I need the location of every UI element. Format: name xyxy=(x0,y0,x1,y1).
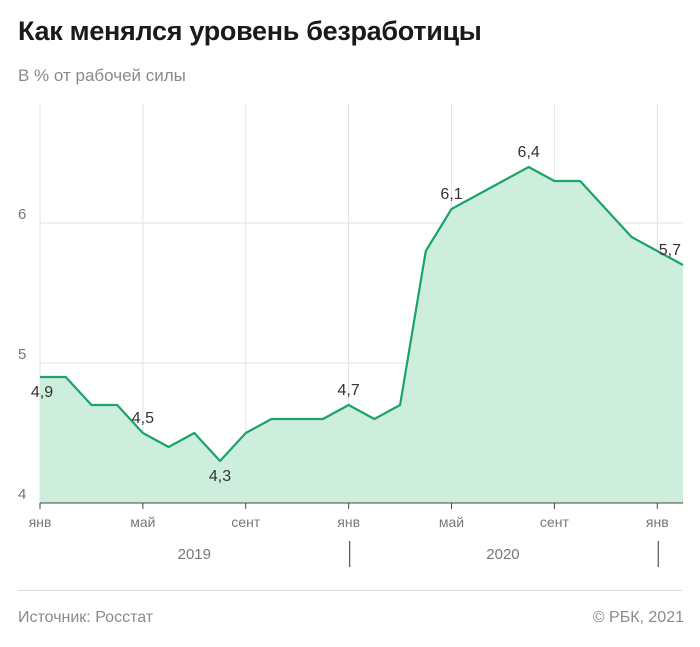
footer-divider xyxy=(18,590,682,591)
data-label: 4,9 xyxy=(31,384,53,401)
x-tick-label: май xyxy=(439,514,464,530)
data-label: 5,7 xyxy=(659,242,681,259)
source-label: Источник: Росстат xyxy=(18,609,154,626)
chart-title: Как менялся уровень безработицы xyxy=(18,16,482,46)
data-label: 6,1 xyxy=(440,186,462,203)
unemployment-chart: 4 5 6 янв май сент янв май сент янв 2019 2020 4,9 4,5… xyxy=(18,104,684,567)
y-tick-label: 6 xyxy=(18,206,26,223)
x-tick-label: сент xyxy=(231,514,261,530)
chart-subtitle: В % от рабочей силы xyxy=(18,66,186,85)
y-tick-label: 4 xyxy=(18,486,26,503)
year-label: 2019 xyxy=(178,546,211,563)
x-tick-label: янв xyxy=(337,514,360,530)
data-label: 4,7 xyxy=(338,382,360,399)
year-label: 2020 xyxy=(486,546,519,563)
data-label: 4,5 xyxy=(132,410,154,427)
x-tick-label: сент xyxy=(540,514,570,530)
x-tick-label: май xyxy=(130,514,155,530)
x-tick-label: янв xyxy=(646,514,669,530)
y-tick-label: 5 xyxy=(18,346,26,363)
data-label: 4,3 xyxy=(209,468,231,485)
copyright-label: © РБК, 2021 xyxy=(592,609,684,626)
data-label: 6,4 xyxy=(518,144,540,161)
area-fill xyxy=(40,167,683,503)
data-line xyxy=(40,165,684,463)
x-tick-label: янв xyxy=(29,514,52,530)
